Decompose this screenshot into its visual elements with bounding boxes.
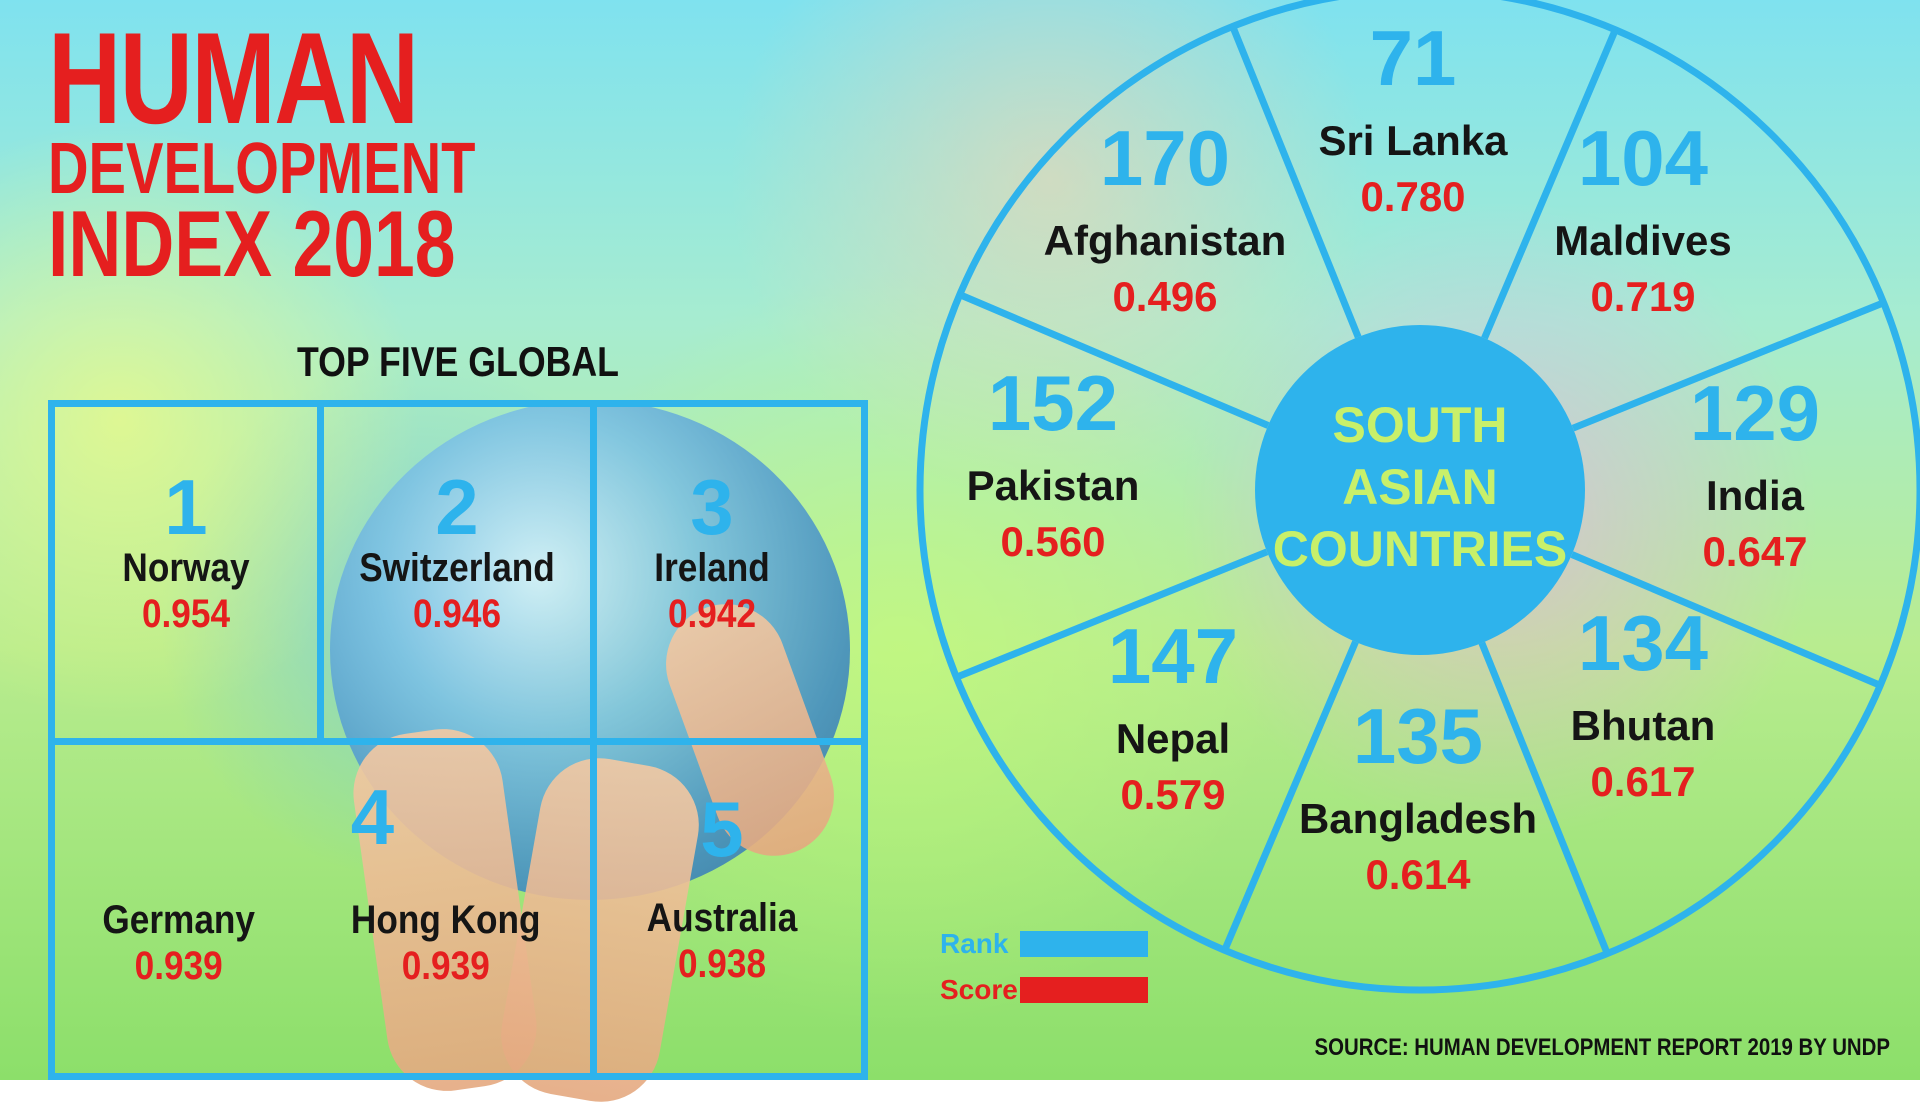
hdi-score: 0.780 xyxy=(1360,173,1465,220)
wheel-center-label: SOUTH ASIAN COUNTRIES xyxy=(1273,397,1567,577)
top-five-entry: 2 Switzerland 0.946 xyxy=(324,468,590,638)
top-five-heading: TOP FIVE GLOBAL xyxy=(296,338,619,385)
legend-swatch xyxy=(1020,931,1148,957)
top-five-entry: 5 Australia 0.938 xyxy=(597,790,847,988)
wheel-outer-ring xyxy=(916,0,1920,994)
country-name: Pakistan xyxy=(967,462,1140,509)
legend-item-rank: Rank xyxy=(940,928,1148,960)
hdi-score: 0.617 xyxy=(1590,758,1695,805)
legend-label: Rank xyxy=(940,928,1009,959)
country-name: Bhutan xyxy=(1571,702,1716,749)
country-name: Germany xyxy=(101,898,255,942)
hdi-score: 0.560 xyxy=(1000,518,1105,565)
top-five-entry: 1 Norway 0.954 xyxy=(55,468,317,638)
country-name: India xyxy=(1706,472,1805,519)
center-label-line: SOUTH xyxy=(1333,397,1508,453)
rank-number: 2 xyxy=(435,463,479,551)
rank-number: 152 xyxy=(988,359,1118,447)
hdi-score: 0.579 xyxy=(1120,771,1225,818)
hdi-score: 0.719 xyxy=(1590,273,1695,320)
top-five-entry: 3 Ireland 0.942 xyxy=(597,468,827,638)
country-name: Hong Kong xyxy=(350,898,541,942)
country-name: Bangladesh xyxy=(1299,795,1537,842)
country-name: Switzerland xyxy=(359,546,555,590)
hdi-score: 0.496 xyxy=(1112,273,1217,320)
hdi-score: 0.939 xyxy=(134,944,223,988)
south-asia-wheel: SOUTH ASIAN COUNTRIES 71 Sri Lanka 0.780 104 M… xyxy=(916,0,1920,994)
wheel-spoke xyxy=(1481,28,1619,340)
legend-label: Score xyxy=(940,974,1018,1005)
legend: Rank Score xyxy=(940,928,1148,1020)
country-name: Ireland xyxy=(654,546,770,590)
hdi-score: 0.939 xyxy=(401,944,490,988)
wheel-spokes xyxy=(955,25,1885,955)
hdi-score: 0.946 xyxy=(412,592,502,636)
rank-number: 134 xyxy=(1578,599,1708,687)
rank-number: 170 xyxy=(1100,114,1230,202)
rank-number: 135 xyxy=(1353,692,1483,780)
hdi-score: 0.942 xyxy=(667,592,757,636)
source-credit: SOURCE: HUMAN DEVELOPMENT REPORT 2019 BY… xyxy=(1314,1034,1890,1061)
center-label-line: ASIAN xyxy=(1342,459,1498,515)
rank-number: 147 xyxy=(1108,612,1238,700)
grid-divider xyxy=(48,738,868,745)
wheel-spoke xyxy=(955,548,1269,681)
rank-number: 1 xyxy=(164,463,208,551)
country-name: Norway xyxy=(122,546,250,590)
wheel-spoke xyxy=(1221,640,1359,952)
legend-swatch xyxy=(1020,977,1148,1003)
country-name: Maldives xyxy=(1554,217,1731,264)
country-name: Afghanistan xyxy=(1044,217,1287,264)
country-name: Sri Lanka xyxy=(1318,117,1508,164)
rank-number: 71 xyxy=(1370,14,1457,102)
grid-divider xyxy=(317,400,324,740)
rank-number: 3 xyxy=(690,463,734,551)
title-line-3: INDEX 2018 xyxy=(48,190,456,296)
rank-number: 104 xyxy=(1578,114,1708,202)
title-line-1: HUMAN xyxy=(48,5,419,151)
hdi-score: 0.954 xyxy=(141,592,231,636)
rank-number: 129 xyxy=(1690,369,1820,457)
wheel-spoke xyxy=(1570,551,1882,689)
legend-item-score: Score xyxy=(940,974,1148,1006)
wheel-spoke xyxy=(958,291,1270,429)
center-label-line: COUNTRIES xyxy=(1273,521,1567,577)
wheel-spoke xyxy=(1229,25,1362,339)
rank-number: 5 xyxy=(700,785,744,873)
hdi-score: 0.614 xyxy=(1365,851,1471,898)
infographic-title: HUMAN DEVELOPMENT INDEX 2018 xyxy=(48,5,476,296)
hdi-score: 0.938 xyxy=(677,942,767,986)
wheel-labels: 71 Sri Lanka 0.780 104 Maldives 0.719 129 India… xyxy=(967,14,1820,898)
top-five-entry: 4 Germany 0.939 Hong Kong 0.939 xyxy=(55,778,590,990)
hdi-score: 0.647 xyxy=(1702,528,1807,575)
country-name: Nepal xyxy=(1116,715,1230,762)
country-name: Australia xyxy=(646,896,798,940)
wheel-center-circle xyxy=(1255,325,1585,655)
rank-number: 4 xyxy=(350,773,395,861)
wheel-spoke xyxy=(1478,641,1611,955)
title-line-2: DEVELOPMENT xyxy=(48,129,476,209)
wheel-spoke xyxy=(1571,299,1885,432)
